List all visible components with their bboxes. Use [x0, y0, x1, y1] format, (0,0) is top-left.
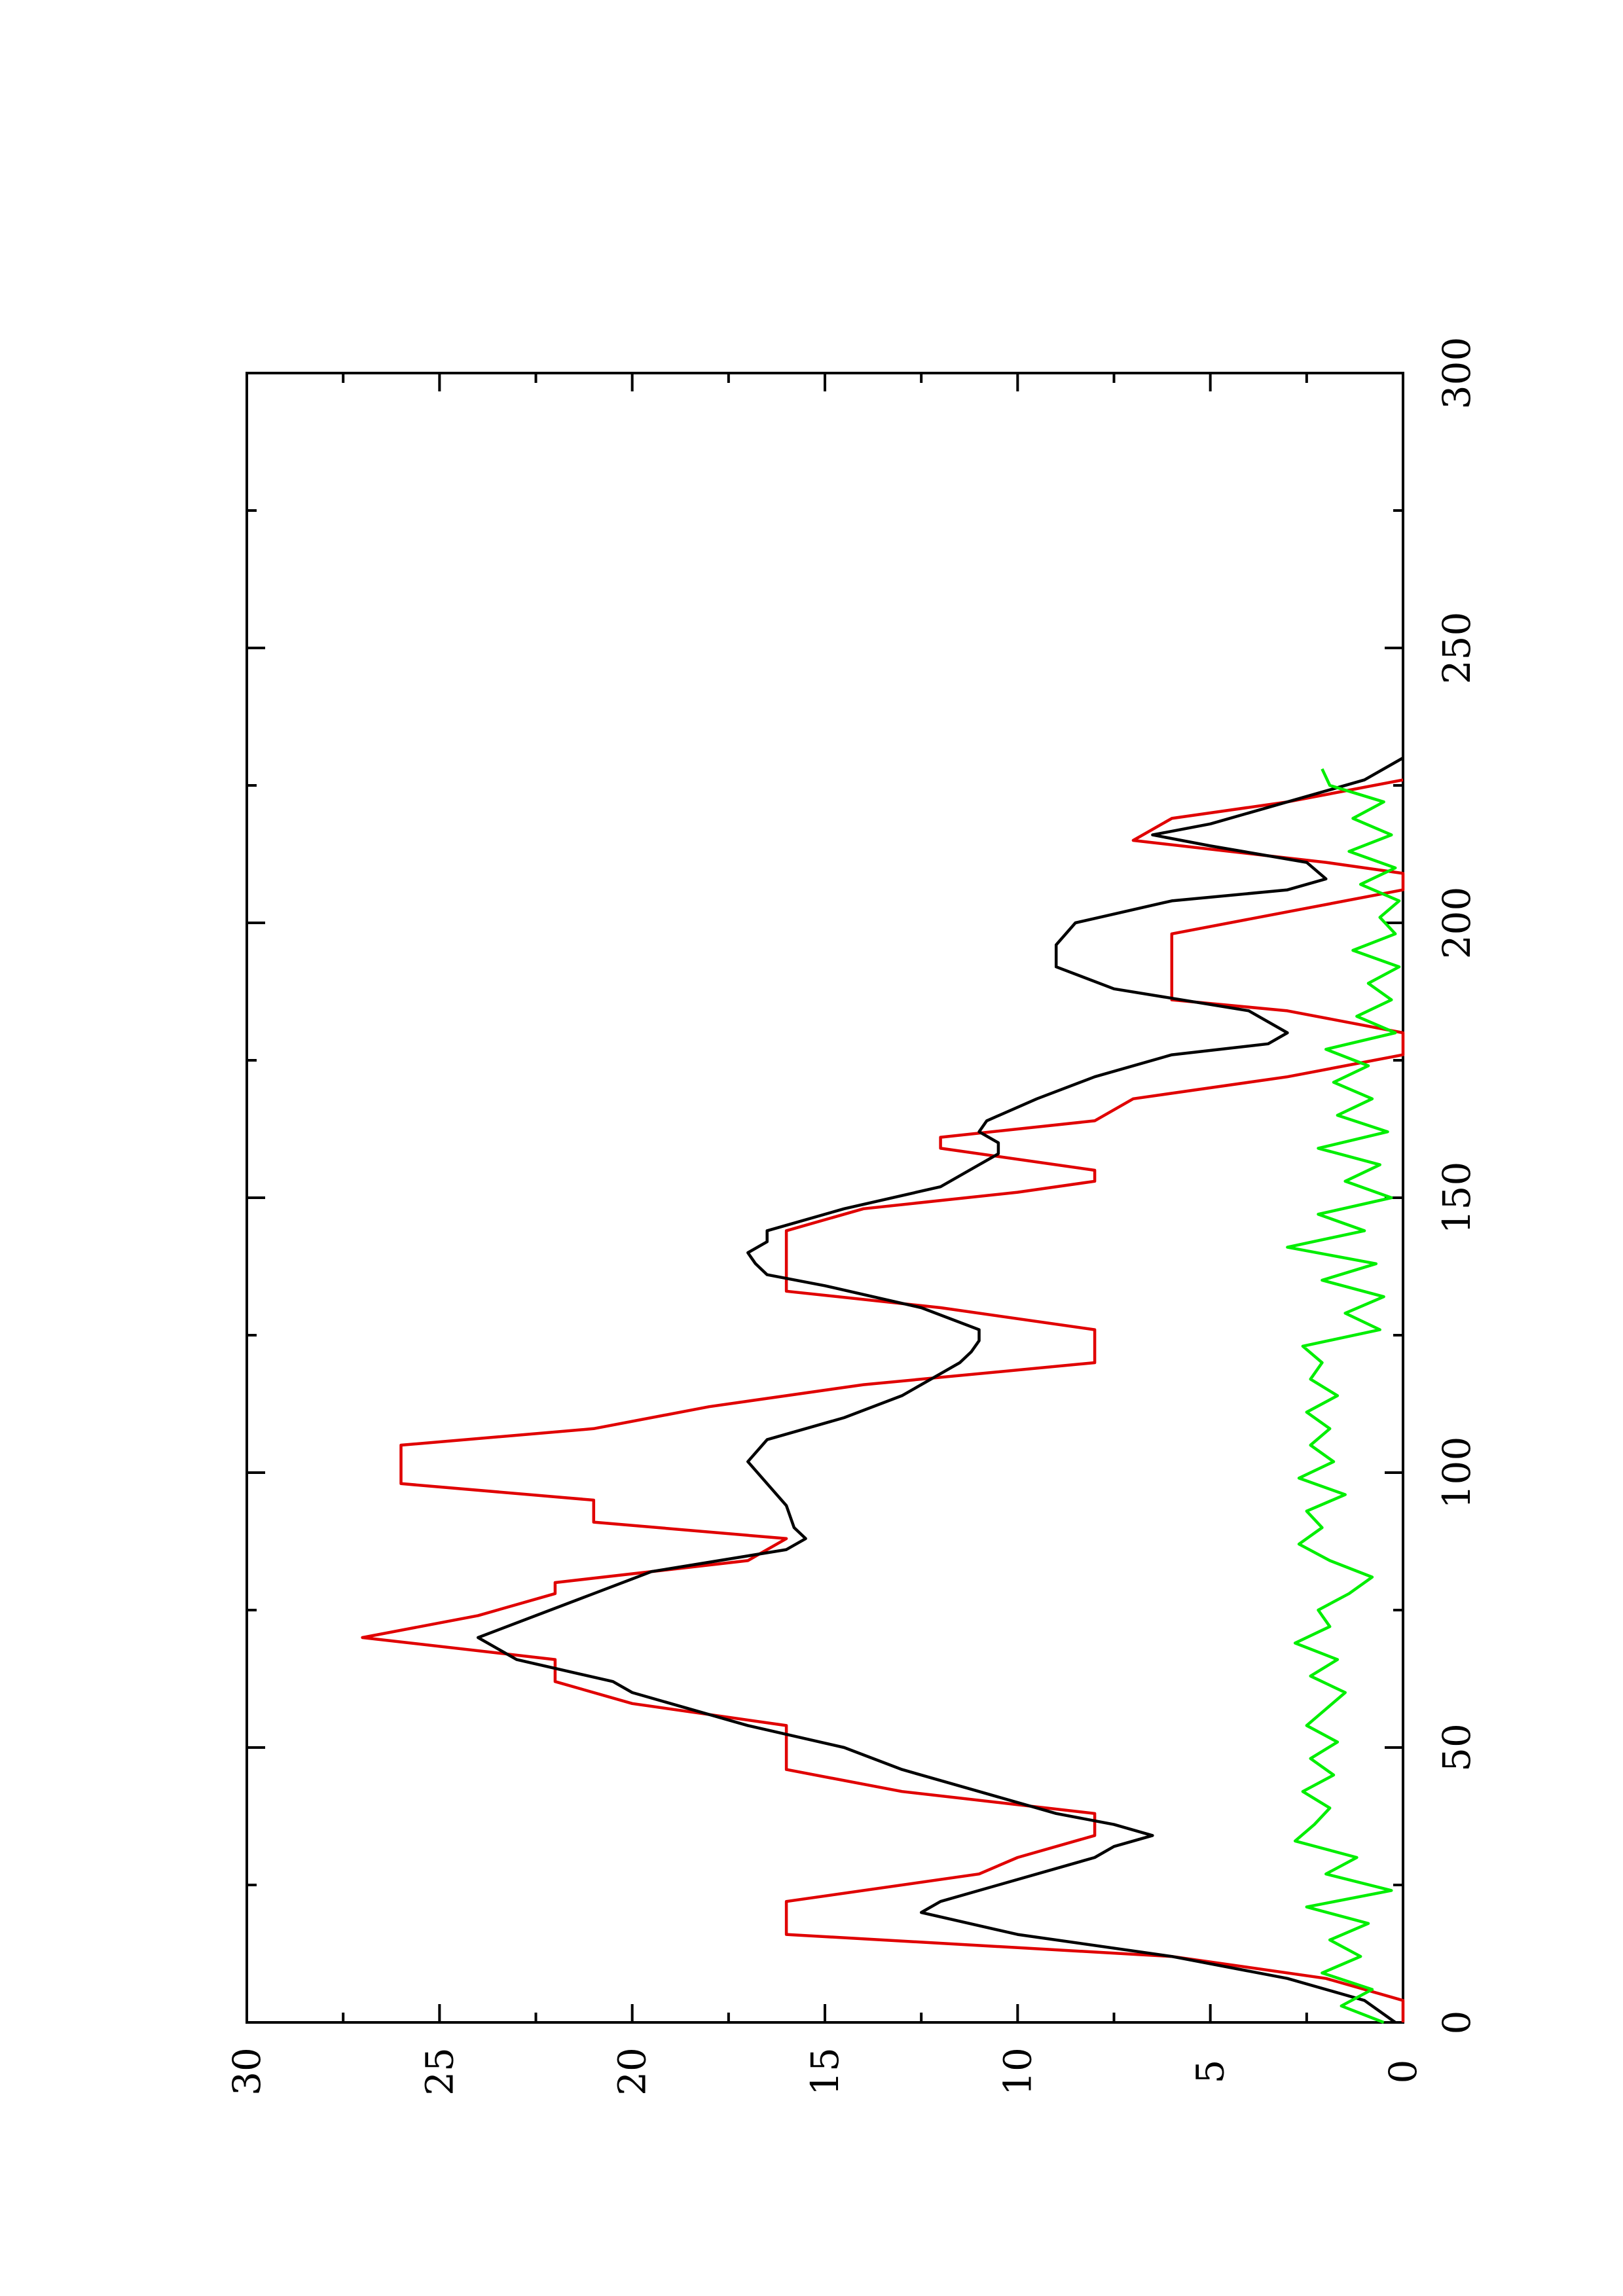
y-tick-label: 25 — [417, 2047, 462, 2096]
x-tick-label: 100 — [1434, 1437, 1479, 1509]
series-line-3 — [1286, 768, 1401, 2024]
y-tick-label: 10 — [995, 2047, 1040, 2096]
y-tick-label: 15 — [803, 2047, 847, 2096]
x-tick-label: 250 — [1434, 612, 1479, 685]
y-tick-label: 30 — [225, 2047, 269, 2096]
axis-ticks — [246, 372, 1404, 2024]
series-line-2 — [476, 757, 1404, 2024]
x-tick-label: 50 — [1434, 1723, 1479, 1772]
x-tick-label: 200 — [1434, 887, 1479, 960]
series-line-1 — [361, 778, 1405, 2022]
tick-labels: 0 50 100 150 200 250 300 0 5 10 15 20 25 30 — [225, 337, 1479, 2096]
data-series — [361, 757, 1405, 2024]
x-tick-label: 150 — [1434, 1162, 1479, 1234]
y-tick-label: 5 — [1188, 2060, 1233, 2084]
x-tick-label: 300 — [1434, 337, 1479, 410]
y-tick-label: 0 — [1381, 2060, 1425, 2084]
y-tick-label: 20 — [610, 2047, 655, 2096]
plot-frame — [246, 372, 1404, 2024]
x-tick-label: 0 — [1434, 2011, 1479, 2035]
